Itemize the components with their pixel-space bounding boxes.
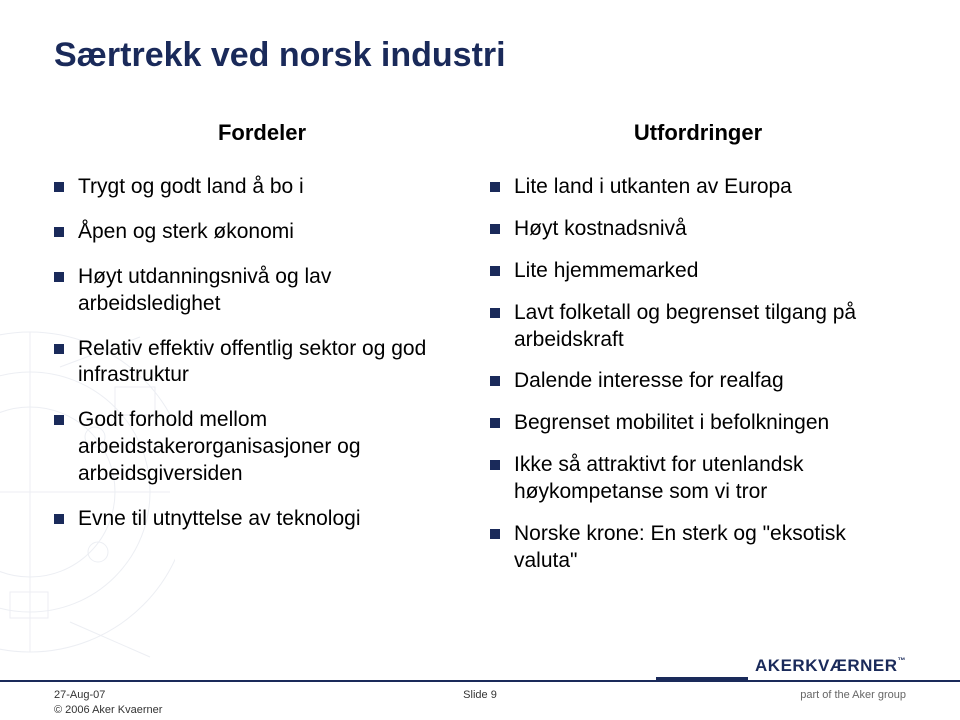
bullet-text: Godt forhold mellom arbeidstakerorganisa… xyxy=(78,407,470,488)
bullet-icon xyxy=(490,224,500,234)
logo: AKERKVÆRNER™ xyxy=(755,656,906,676)
bullet-text: Trygt og godt land å bo i xyxy=(78,174,470,201)
bullet-icon xyxy=(54,272,64,282)
footer-accent xyxy=(656,677,748,682)
list-item: Evne til utnyttelse av teknologi xyxy=(54,506,470,533)
logo-part-b: KVÆRNER xyxy=(805,656,897,675)
footer-tagline: part of the Aker group xyxy=(800,689,906,701)
list-item: Høyt kostnadsnivå xyxy=(490,216,906,243)
left-list: Trygt og godt land å bo i Åpen og sterk … xyxy=(54,174,470,533)
footer-copyright: © 2006 Aker Kvaerner xyxy=(54,704,162,716)
list-item: Lavt folketall og begrenset tilgang på a… xyxy=(490,300,906,354)
logo-part-a: AKER xyxy=(755,656,805,675)
bullet-text: Åpen og sterk økonomi xyxy=(78,219,470,246)
bullet-text: Lavt folketall og begrenset tilgang på a… xyxy=(514,300,906,354)
bullet-text: Dalende interesse for realfag xyxy=(514,368,906,395)
list-item: Dalende interesse for realfag xyxy=(490,368,906,395)
bullet-text: Norske krone: En sterk og "eksotisk valu… xyxy=(514,521,906,575)
bullet-icon xyxy=(490,529,500,539)
bullet-icon xyxy=(54,514,64,524)
bullet-text: Ikke så attraktivt for utenlandsk høykom… xyxy=(514,452,906,506)
bullet-icon xyxy=(54,182,64,192)
left-column: Fordeler Trygt og godt land å bo i Åpen … xyxy=(54,120,470,590)
bullet-icon xyxy=(490,418,500,428)
footer: AKERKVÆRNER™ 27-Aug-07 © 2006 Aker Kvaer… xyxy=(0,662,960,720)
bullet-icon xyxy=(490,266,500,276)
logo-text: AKERKVÆRNER™ xyxy=(755,656,906,675)
footer-slide-number: Slide 9 xyxy=(463,689,497,701)
bullet-text: Lite land i utkanten av Europa xyxy=(514,174,906,201)
bullet-text: Lite hjemmemarked xyxy=(514,258,906,285)
bullet-icon xyxy=(54,227,64,237)
list-item: Norske krone: En sterk og "eksotisk valu… xyxy=(490,521,906,575)
list-item: Trygt og godt land å bo i xyxy=(54,174,470,201)
footer-bar xyxy=(0,680,960,682)
bullet-icon xyxy=(490,182,500,192)
left-header: Fordeler xyxy=(54,120,470,146)
slide: Særtrekk ved norsk industri Fordeler Try… xyxy=(0,0,960,720)
footer-date: 27-Aug-07 xyxy=(54,689,105,701)
right-list: Lite land i utkanten av Europa Høyt kost… xyxy=(490,174,906,575)
list-item: Begrenset mobilitet i befolkningen xyxy=(490,410,906,437)
bullet-text: Høyt utdanningsnivå og lav arbeidsledigh… xyxy=(78,264,470,318)
bullet-icon xyxy=(490,460,500,470)
list-item: Åpen og sterk økonomi xyxy=(54,219,470,246)
bullet-text: Begrenset mobilitet i befolkningen xyxy=(514,410,906,437)
list-item: Godt forhold mellom arbeidstakerorganisa… xyxy=(54,407,470,488)
list-item: Ikke så attraktivt for utenlandsk høykom… xyxy=(490,452,906,506)
list-item: Lite land i utkanten av Europa xyxy=(490,174,906,201)
right-header: Utfordringer xyxy=(490,120,906,146)
list-item: Relativ effektiv offentlig sektor og god… xyxy=(54,336,470,390)
bullet-icon xyxy=(54,415,64,425)
columns: Fordeler Trygt og godt land å bo i Åpen … xyxy=(54,120,906,590)
bullet-icon xyxy=(490,376,500,386)
bullet-icon xyxy=(490,308,500,318)
bullet-text: Relativ effektiv offentlig sektor og god… xyxy=(78,336,470,390)
list-item: Lite hjemmemarked xyxy=(490,258,906,285)
bullet-icon xyxy=(54,344,64,354)
bullet-text: Evne til utnyttelse av teknologi xyxy=(78,506,470,533)
page-title: Særtrekk ved norsk industri xyxy=(54,36,506,75)
logo-tm: ™ xyxy=(898,656,907,665)
list-item: Høyt utdanningsnivå og lav arbeidsledigh… xyxy=(54,264,470,318)
right-column: Utfordringer Lite land i utkanten av Eur… xyxy=(490,120,906,590)
bullet-text: Høyt kostnadsnivå xyxy=(514,216,906,243)
